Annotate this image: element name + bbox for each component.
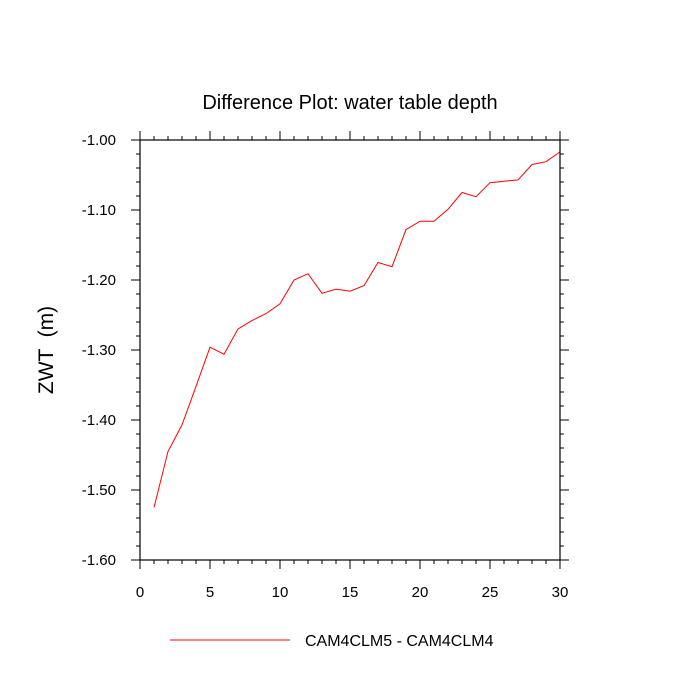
y-tick-label: -1.20 — [82, 272, 116, 289]
x-tick-label: 20 — [412, 584, 429, 601]
y-tick-label: -1.50 — [82, 482, 116, 499]
y-tick-label: -1.30 — [82, 342, 116, 359]
legend: CAM4CLM5 - CAM4CLM4 — [170, 633, 494, 650]
series-group — [153, 151, 561, 508]
x-tick-labels: 0 5 10 15 20 25 30 — [136, 584, 569, 601]
x-tick-label: 25 — [482, 584, 499, 601]
x-tick-label: 5 — [206, 584, 214, 601]
minor-ticks — [136, 136, 564, 564]
y-tick-label: -1.60 — [82, 552, 116, 569]
y-tick-label: -1.10 — [82, 202, 116, 219]
x-tick-label: 10 — [272, 584, 289, 601]
y-tick-label: -1.00 — [82, 132, 116, 149]
plot-frame — [139, 139, 561, 561]
legend-label: CAM4CLM5 - CAM4CLM4 — [305, 633, 494, 650]
major-ticks — [131, 131, 569, 569]
data-series-line — [153, 151, 561, 508]
y-axis-title: ZWT (m) — [35, 306, 58, 394]
x-tick-label: 15 — [342, 584, 359, 601]
chart-title: Difference Plot: water table depth — [202, 92, 497, 114]
y-tick-labels: -1.60 -1.50 -1.40 -1.30 -1.20 -1.10 -1.00 — [82, 132, 116, 569]
x-tick-label: 0 — [136, 584, 144, 601]
x-tick-label: 30 — [552, 584, 569, 601]
y-tick-label: -1.40 — [82, 412, 116, 429]
